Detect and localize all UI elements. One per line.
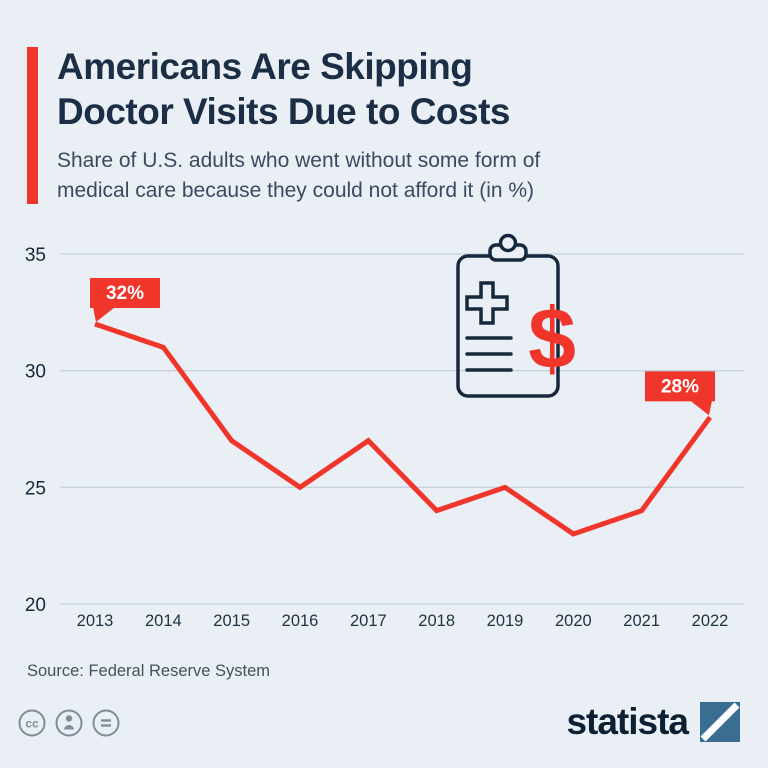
svg-text:2017: 2017 (350, 612, 387, 630)
svg-text:2021: 2021 (623, 612, 660, 630)
svg-text:20: 20 (25, 595, 46, 616)
no-derivatives-icon[interactable] (91, 708, 121, 738)
chart-gridlines (60, 253, 744, 605)
source-text: Source: Federal Reserve System (27, 662, 271, 680)
svg-text:35: 35 (25, 245, 46, 266)
title-line-1: Americans Are Skipping (57, 46, 473, 87)
line-chart: 35 30 25 20 2013 2014 2015 2016 2017 2018 2019 2020… (25, 233, 744, 630)
svg-text:2013: 2013 (77, 612, 114, 630)
svg-text:2014: 2014 (145, 612, 182, 630)
svg-text:2019: 2019 (487, 612, 524, 630)
svg-text:32%: 32% (106, 283, 144, 304)
attribution-icon[interactable] (54, 708, 84, 738)
clipboard-icon (456, 233, 560, 398)
statista-logo-mark (700, 702, 740, 742)
accent-bar (27, 47, 38, 204)
svg-text:28%: 28% (661, 376, 699, 397)
title-line-2: Doctor Visits Due to Costs (57, 91, 511, 132)
svg-text:30: 30 (25, 362, 46, 383)
chart-title: Americans Are Skipping Doctor Visits Due… (57, 44, 511, 134)
svg-text:2015: 2015 (213, 612, 250, 630)
medical-cross-icon (465, 281, 509, 325)
license-icons: cc (17, 708, 121, 738)
creative-commons-icon[interactable]: cc (17, 708, 47, 738)
subtitle-line-2: medical care because they could not affo… (57, 179, 535, 202)
subtitle-line-1: Share of U.S. adults who went without so… (57, 149, 541, 172)
svg-text:2018: 2018 (418, 612, 455, 630)
svg-text:25: 25 (25, 478, 46, 499)
chart-subtitle: Share of U.S. adults who went without so… (57, 146, 540, 206)
svg-text:2016: 2016 (282, 612, 319, 630)
cc-label: cc (25, 717, 39, 731)
statista-wordmark: statista (566, 701, 689, 742)
svg-text:2020: 2020 (555, 612, 592, 630)
statista-logo[interactable]: statista (566, 701, 740, 743)
chart-axis-labels: 35 30 25 20 2013 2014 2015 2016 2017 2018 2019 2020… (25, 245, 729, 630)
chart-data-line (94, 321, 713, 537)
chart-annotations: 32% 28% (90, 278, 715, 416)
dollar-icon: $ (528, 291, 576, 387)
svg-text:2022: 2022 (692, 612, 729, 630)
